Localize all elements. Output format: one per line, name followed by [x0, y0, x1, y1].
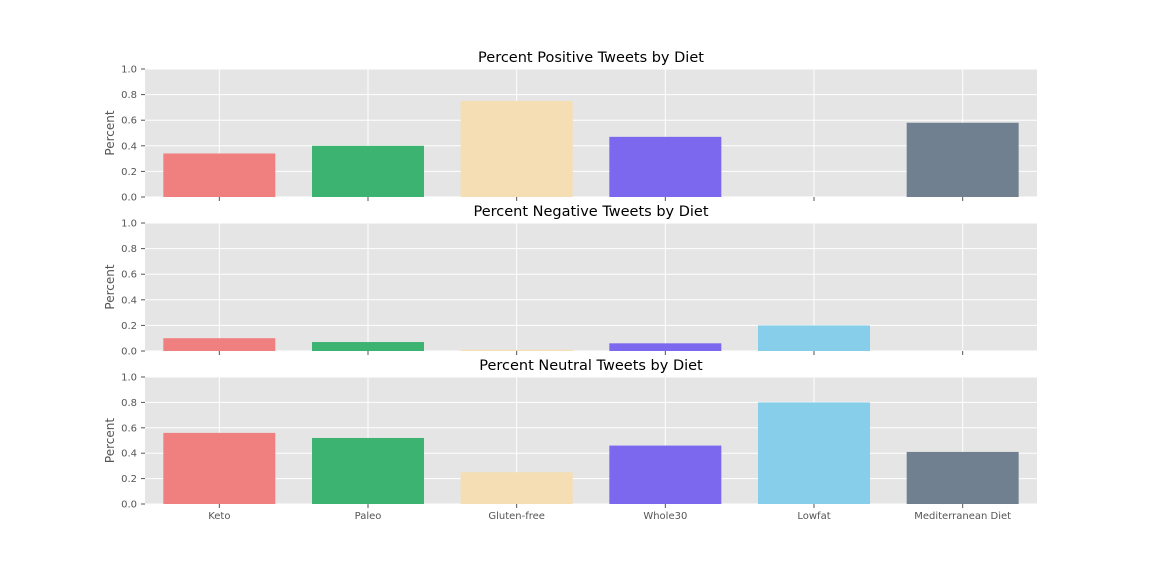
y-tick-label: 0.0 [121, 193, 137, 204]
y-tick-label: 0.2 [121, 474, 137, 485]
x-tick-label: Paleo [355, 511, 382, 522]
chart-panel-1: 0.0 0.2 0.4 0.6 0.8 1.0 Percent Positive Tweet… [103, 50, 1037, 204]
bar-paleo [312, 437, 424, 504]
bar-gluten-free [460, 101, 573, 197]
plot-area [145, 223, 1037, 351]
bar-lowfat [758, 325, 870, 351]
bar-gluten-free [460, 349, 573, 351]
chart-title: Percent Negative Tweets by Diet [473, 204, 708, 220]
y-axis-label: Percent [103, 264, 117, 309]
chart-panel-3: 0.0 0.2 0.4 0.6 0.8 1.0 Keto Paleo Gluten-free Wh… [103, 358, 1037, 522]
y-tick-label: 0.0 [121, 347, 137, 358]
x-tick-label: Keto [208, 511, 230, 522]
y-tick-label: 0.4 [121, 295, 137, 306]
y-tick-label: 0.4 [121, 141, 137, 152]
plot-area [145, 69, 1037, 197]
bar-keto [163, 432, 276, 504]
x-tick-label: Whole30 [643, 511, 687, 522]
y-axis-label: Percent [103, 110, 117, 155]
y-tick-label: 0.8 [121, 398, 137, 409]
bar-keto [163, 153, 276, 197]
y-tick-label: 0.4 [121, 449, 137, 460]
bar-whole30 [609, 343, 722, 351]
bar-paleo [312, 145, 424, 197]
bar-whole30 [609, 445, 722, 504]
y-tick-label: 0.2 [121, 321, 137, 332]
chart-panel-2: 0.0 0.2 0.4 0.6 0.8 1.0 Percent Negative Tweet… [103, 204, 1037, 358]
y-tick-label: 1.0 [121, 373, 137, 384]
y-tick-label: 0.8 [121, 244, 137, 255]
x-tick-label: Mediterranean Diet [914, 511, 1011, 522]
chart-title: Percent Positive Tweets by Diet [478, 50, 704, 66]
y-tick-label: 0.2 [121, 167, 137, 178]
plot-area [145, 377, 1037, 504]
bar-mediterranean-diet [906, 451, 1019, 504]
y-axis-label: Percent [103, 418, 117, 463]
y-tick-label: 0.8 [121, 90, 137, 101]
bar-whole30 [609, 136, 722, 197]
y-tick-label: 1.0 [121, 65, 137, 76]
y-tick-label: 0.6 [121, 423, 137, 434]
y-tick-label: 0.6 [121, 270, 137, 281]
bar-mediterranean-diet [906, 122, 1019, 197]
x-tick-label: Lowfat [797, 511, 830, 522]
chart-title: Percent Neutral Tweets by Diet [479, 358, 703, 374]
bar-keto [163, 338, 276, 351]
y-tick-label: 0.6 [121, 116, 137, 127]
x-tick-label: Gluten-free [488, 511, 545, 522]
y-tick-label: 1.0 [121, 219, 137, 230]
y-tick-label: 0.0 [121, 500, 137, 511]
bar-lowfat [758, 402, 870, 504]
bar-paleo [312, 342, 424, 351]
bar-gluten-free [460, 472, 573, 504]
